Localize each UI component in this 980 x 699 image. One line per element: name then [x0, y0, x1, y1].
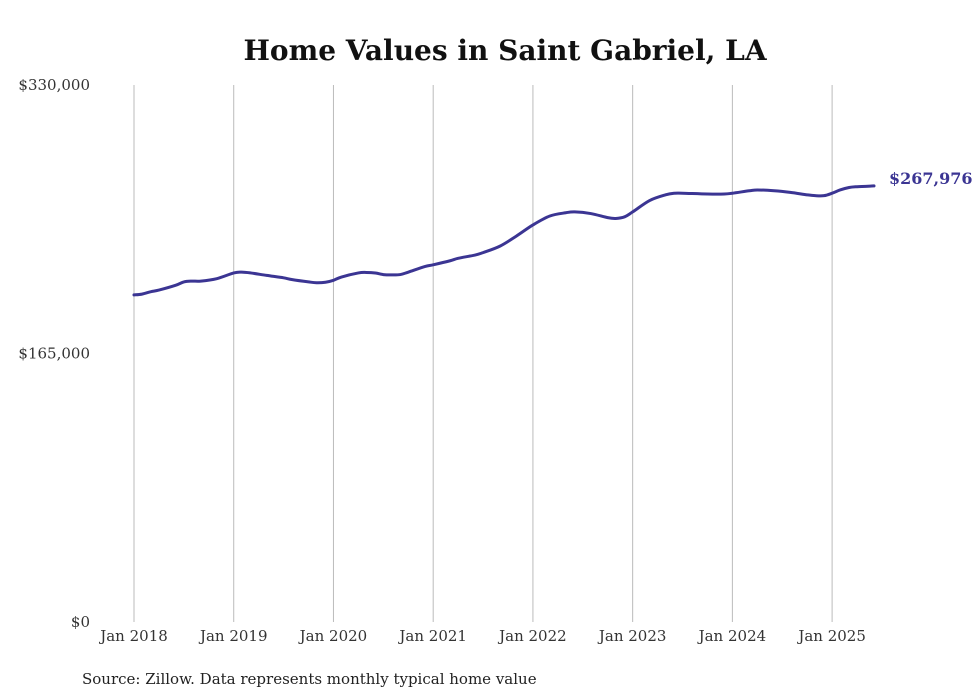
x-tick-label: Jan 2018: [98, 627, 168, 645]
vertical-gridlines: [133, 85, 833, 622]
x-tick-label: Jan 2025: [796, 627, 866, 645]
x-tick-label: Jan 2024: [697, 627, 767, 645]
x-tick-label: Jan 2023: [597, 627, 667, 645]
x-tick-label: Jan 2022: [497, 627, 567, 645]
y-axis-labels: $0 $165,000 $330,000: [18, 76, 90, 631]
source-note: Source: Zillow. Data represents monthly …: [82, 670, 537, 688]
home-value-line: [132, 184, 876, 297]
y-tick-label: $165,000: [18, 345, 90, 363]
y-tick-label: $330,000: [18, 76, 90, 94]
chart-title: Home Values in Saint Gabriel, LA: [243, 34, 767, 67]
x-axis-labels: Jan 2018 Jan 2019 Jan 2020 Jan 2021 Jan 2022…: [98, 627, 866, 645]
x-tick-label: Jan 2020: [298, 627, 368, 645]
end-value-label: $267,976: [889, 169, 973, 188]
x-tick-label: Jan 2019: [198, 627, 268, 645]
x-tick-label: Jan 2021: [397, 627, 467, 645]
series-group: [132, 184, 876, 297]
y-tick-label: $0: [71, 613, 90, 631]
